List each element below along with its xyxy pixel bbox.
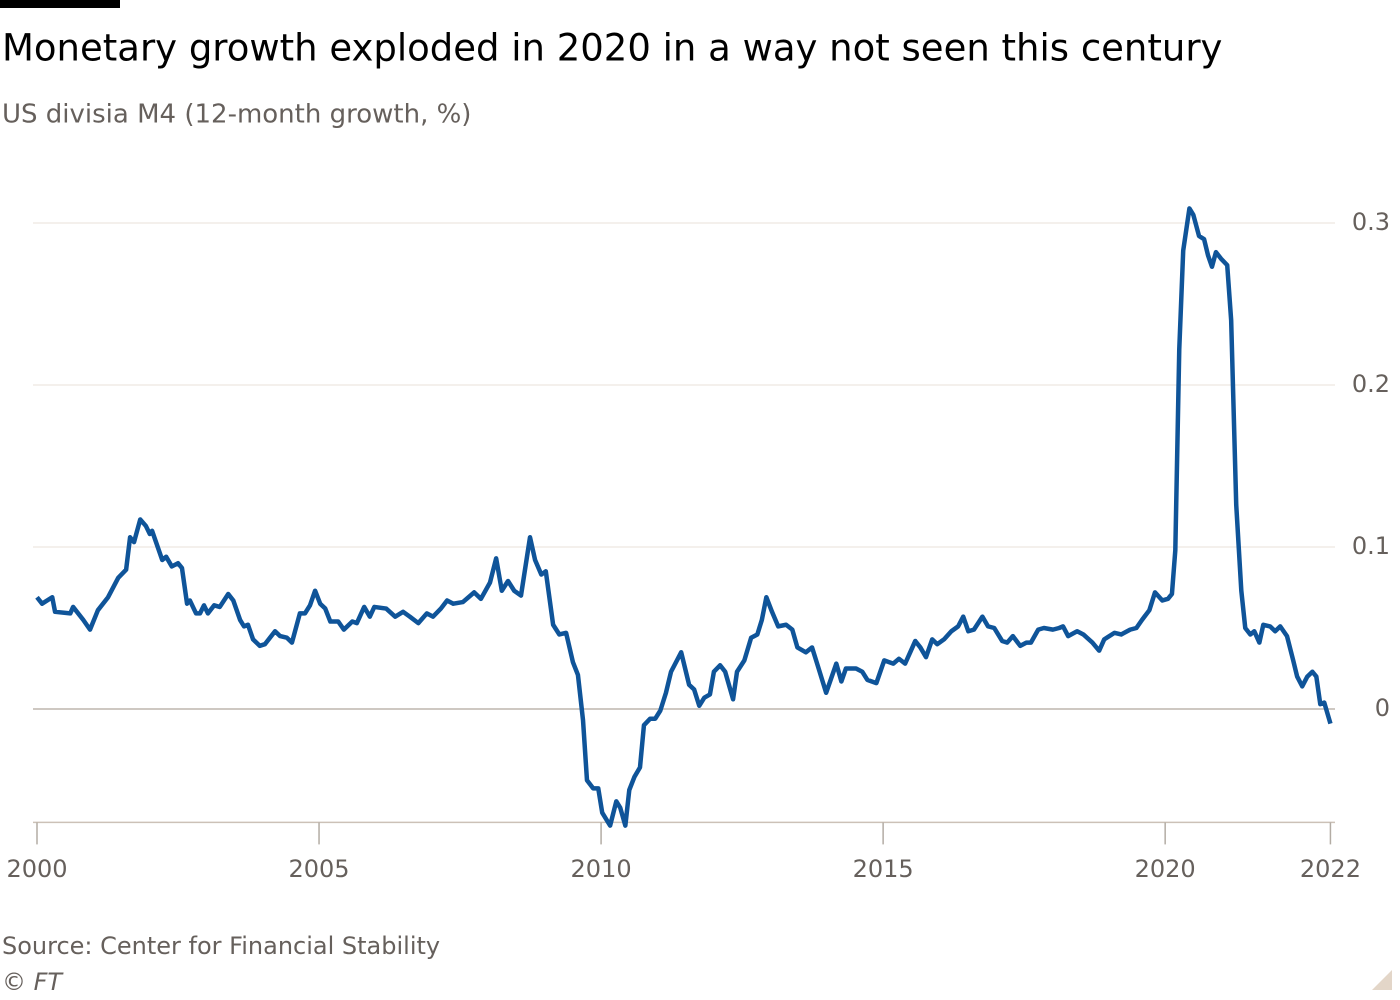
source-note: Source: Center for Financial Stability (2, 932, 440, 960)
chart-subtitle: US divisia M4 (12-month growth, %) (2, 100, 471, 130)
y-tick-label: 0.3 (1352, 208, 1390, 236)
copyright: © FT (2, 968, 64, 996)
plot-area: 0 0.1 0.2 0.3 2000 2005 2010 2015 2020 2022 (6, 206, 1390, 883)
data-line (35, 206, 1333, 828)
x-tick-label: 2005 (289, 855, 350, 883)
x-tick-label: 2010 (571, 855, 632, 883)
y-tick-label: 0.2 (1352, 370, 1390, 398)
y-tick-label: 0 (1375, 694, 1390, 722)
y-tick-label: 0.1 (1352, 532, 1390, 560)
brand-bar (0, 0, 120, 8)
corner-mark (1372, 970, 1392, 990)
x-tick-label: 2020 (1135, 855, 1196, 883)
x-tick-label: 2015 (853, 855, 914, 883)
x-tick-label: 2000 (6, 855, 67, 883)
chart-title: Monetary growth exploded in 2020 in a wa… (2, 27, 1222, 70)
x-tick-label: 2022 (1300, 855, 1361, 883)
